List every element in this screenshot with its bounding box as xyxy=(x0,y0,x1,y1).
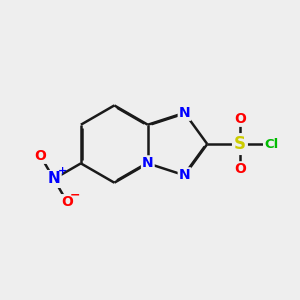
Text: −: − xyxy=(69,188,80,201)
Text: S: S xyxy=(234,135,246,153)
Text: +: + xyxy=(58,166,67,176)
Text: O: O xyxy=(61,195,73,209)
Text: O: O xyxy=(34,149,46,163)
Text: O: O xyxy=(234,112,246,126)
Text: N: N xyxy=(142,156,154,170)
Text: N: N xyxy=(47,172,60,187)
Text: N: N xyxy=(179,168,190,182)
Text: O: O xyxy=(234,162,246,176)
Text: Cl: Cl xyxy=(264,138,278,151)
Text: N: N xyxy=(179,106,190,120)
